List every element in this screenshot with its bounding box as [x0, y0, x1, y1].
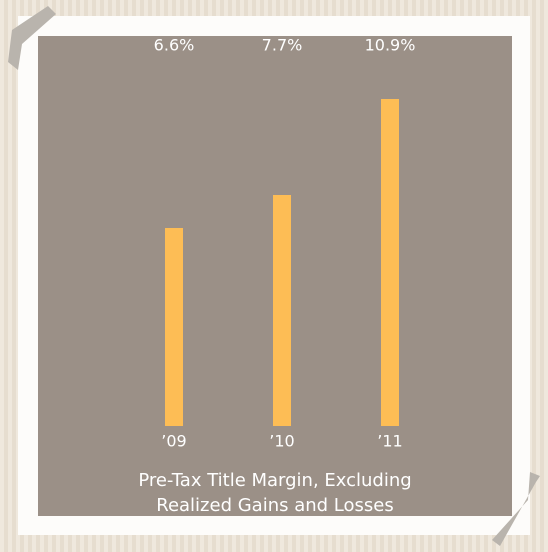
corner-top-left: [8, 6, 56, 70]
chart-title: Pre-Tax Title Margin, Excluding Realized…: [138, 470, 412, 516]
value-label: 10.9%: [365, 36, 416, 55]
bar: [165, 228, 183, 426]
corner-bottom-right: [492, 472, 540, 546]
bar: [273, 195, 291, 426]
x-tick-label: ’09: [161, 432, 186, 451]
value-label: 6.6%: [154, 36, 195, 55]
bar: [381, 99, 399, 426]
x-tick-label: ’11: [377, 432, 402, 451]
value-label: 7.7%: [262, 36, 303, 55]
x-tick-label: ’10: [269, 432, 294, 451]
